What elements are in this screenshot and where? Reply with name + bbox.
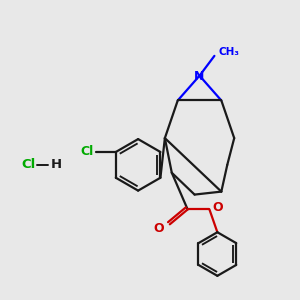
- Text: CH₃: CH₃: [218, 47, 239, 57]
- Text: O: O: [153, 222, 164, 235]
- Text: N: N: [194, 70, 205, 83]
- Text: O: O: [212, 201, 223, 214]
- Text: Cl: Cl: [81, 146, 94, 158]
- Text: H: H: [51, 158, 62, 171]
- Text: Cl: Cl: [22, 158, 36, 171]
